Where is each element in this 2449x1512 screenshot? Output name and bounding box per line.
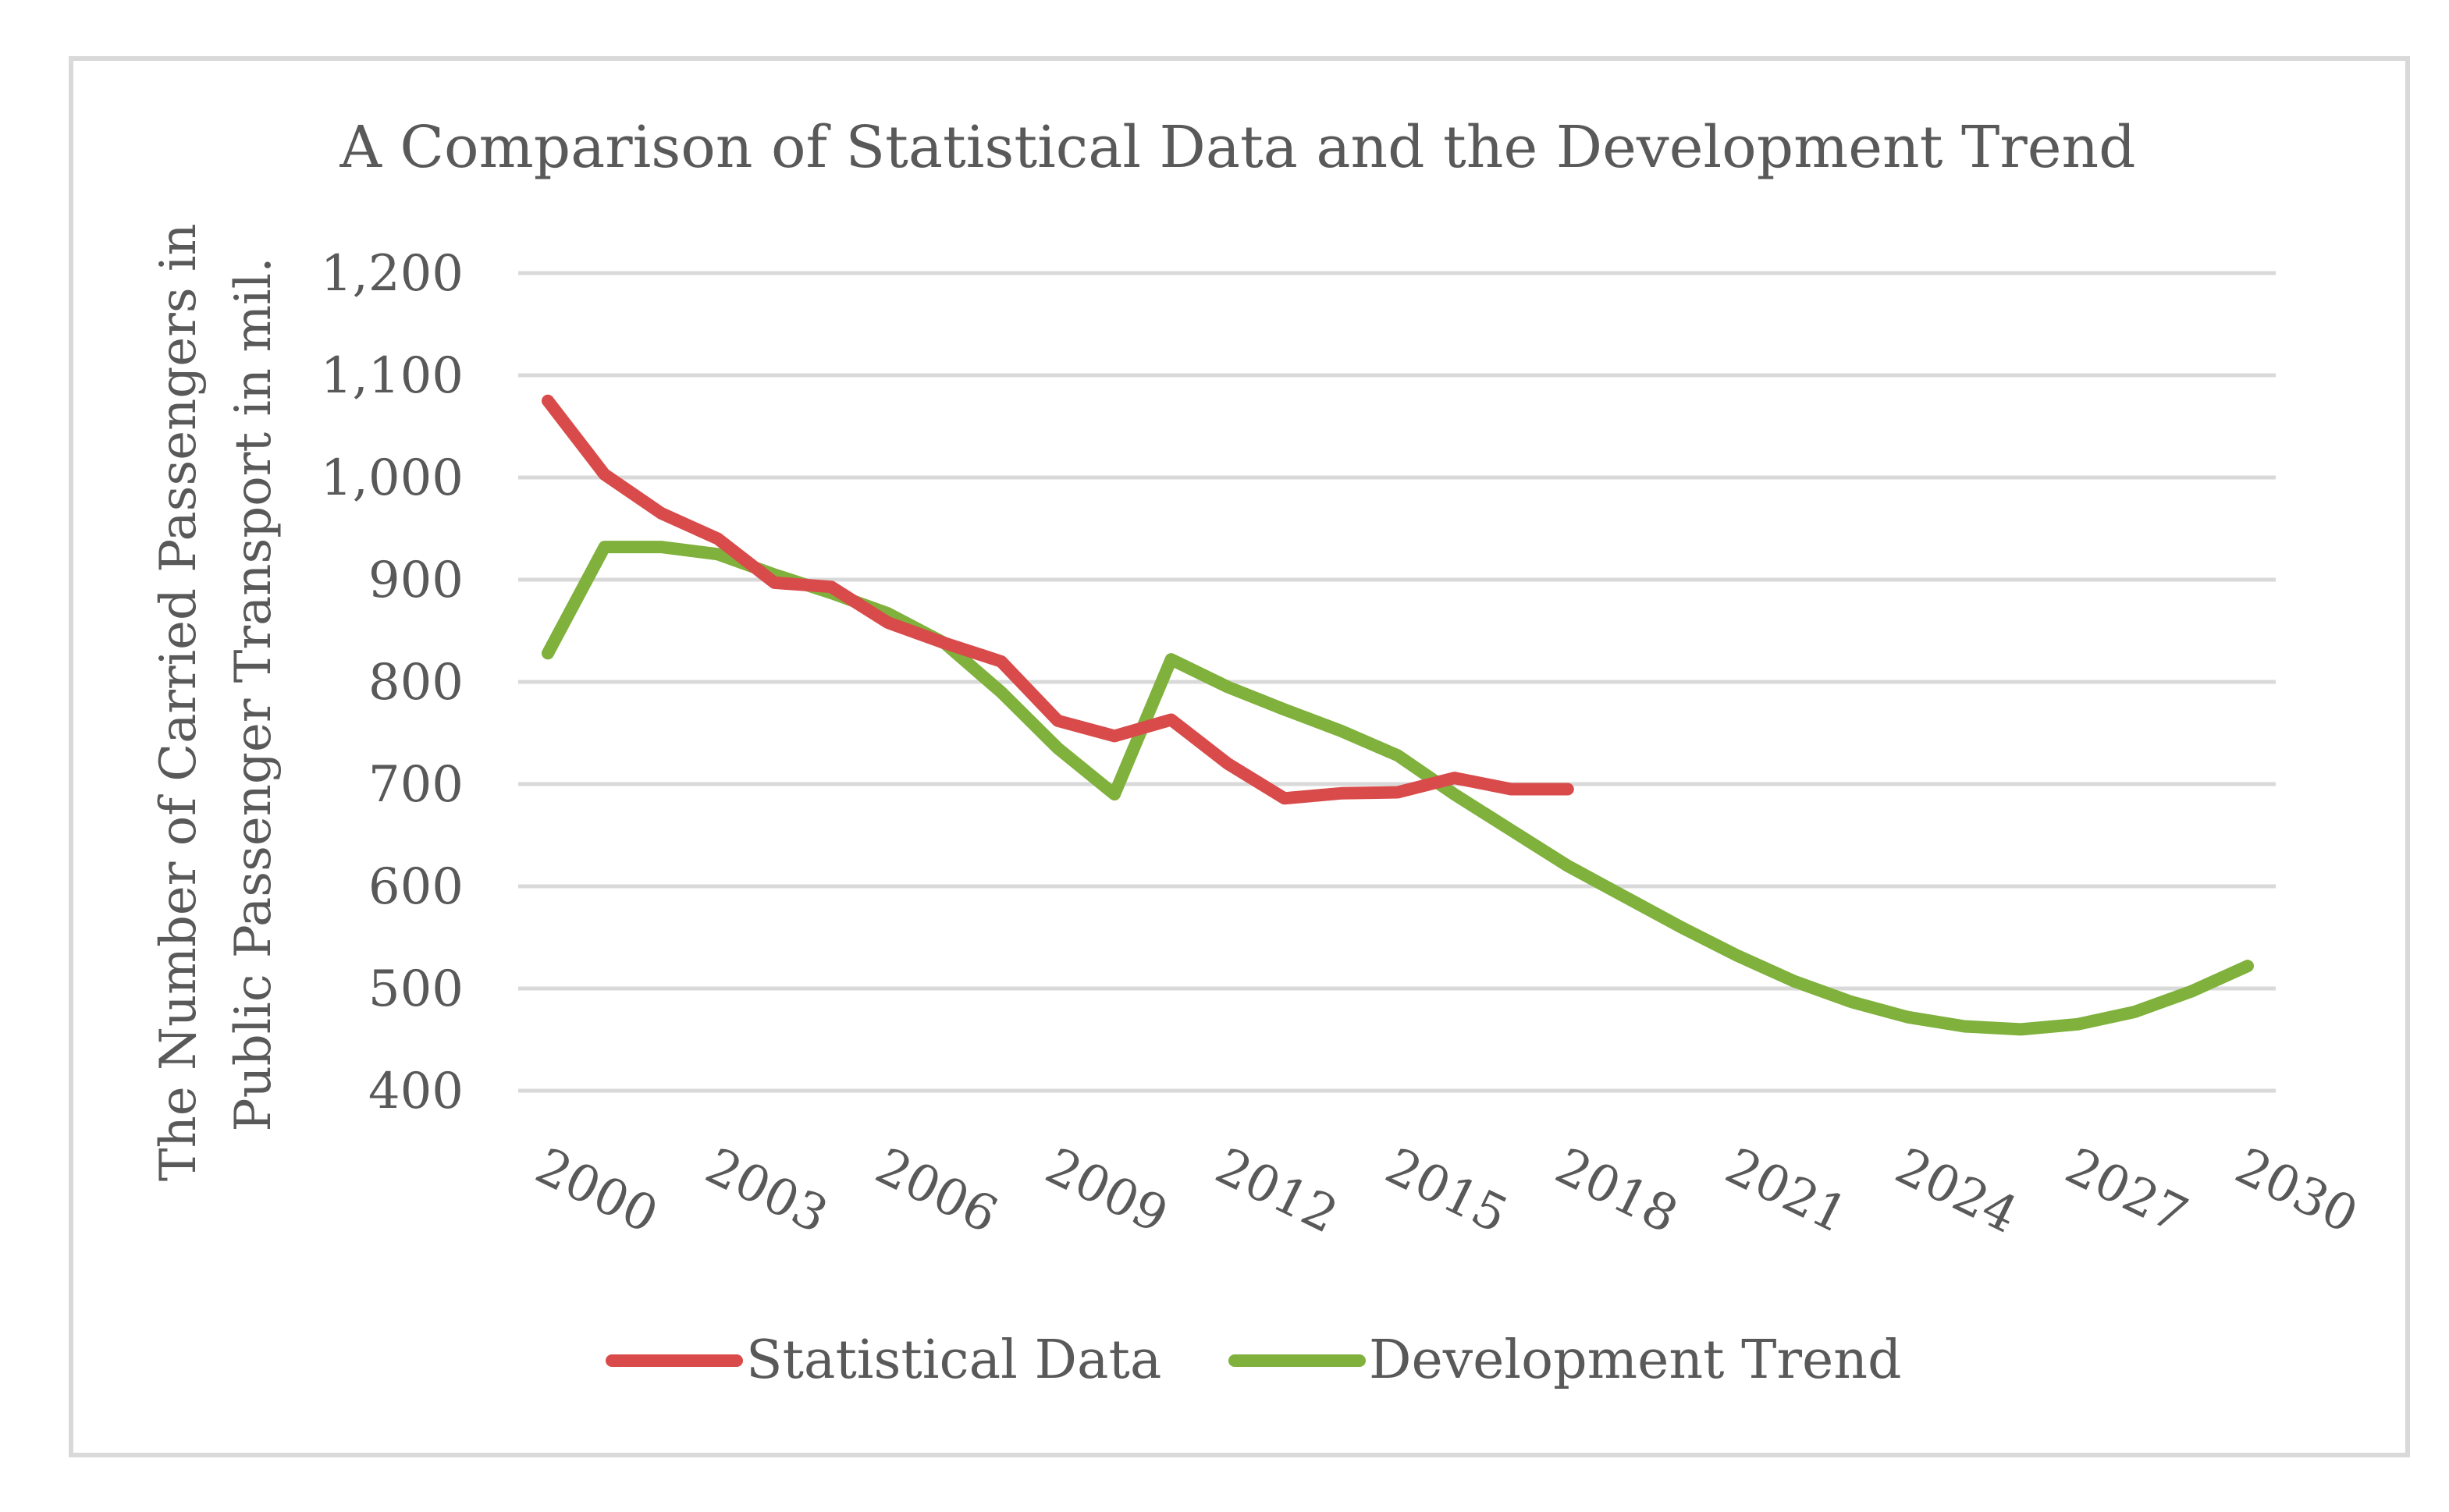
legend-label-development-trend: Development Trend <box>1369 1329 1902 1391</box>
x-tick-label: 2027 <box>2056 1138 2196 1245</box>
y-tick-label: 600 <box>368 858 464 916</box>
chart-frame <box>69 56 2410 1457</box>
gridlines <box>518 271 2276 1093</box>
y-axis-title-line-2: Public Passenger Transport in mil. <box>225 257 283 1132</box>
chart-title: A Comparison of Statistical Data and the… <box>339 114 2135 181</box>
y-tick-label: 1,200 <box>321 245 464 303</box>
y-axis-title: The Number of Carried Passengers in Publ… <box>150 208 283 1181</box>
x-tick-label: 2006 <box>867 1138 1007 1245</box>
legend-label-statistical-data: Statistical Data <box>746 1329 1161 1391</box>
x-axis-ticks: 2000 2003 2006 2009 2012 2015 2018 2021 2024 2027… <box>527 1138 2366 1245</box>
y-tick-label: 700 <box>368 756 464 814</box>
x-tick-label: 2009 <box>1036 1138 1176 1245</box>
series-line-statistical-data <box>542 394 1574 805</box>
legend: Statistical Data Development Trend <box>606 1329 1902 1391</box>
x-tick-label: 2012 <box>1207 1138 1346 1245</box>
y-axis-title-line-1: The Number of Carried Passengers in <box>150 223 208 1181</box>
y-tick-label: 1,000 <box>321 449 464 507</box>
y-tick-label: 400 <box>368 1063 464 1120</box>
y-tick-label: 500 <box>368 960 464 1018</box>
x-tick-label: 2018 <box>1547 1138 1687 1245</box>
y-tick-label: 900 <box>368 552 464 609</box>
series-lines <box>542 394 2254 1036</box>
y-tick-label: 1,100 <box>321 347 464 405</box>
y-axis-ticks: 400 500 600 700 800 900 1,000 1,100 1,200 <box>321 245 464 1120</box>
x-tick-label: 2003 <box>697 1138 837 1245</box>
x-tick-label: 2021 <box>1717 1138 1857 1245</box>
x-tick-label: 2000 <box>527 1138 666 1245</box>
x-tick-label: 2024 <box>1886 1138 2026 1245</box>
x-tick-label: 2015 <box>1377 1138 1516 1245</box>
x-tick-label: 2030 <box>2227 1138 2366 1245</box>
y-tick-label: 800 <box>368 654 464 712</box>
